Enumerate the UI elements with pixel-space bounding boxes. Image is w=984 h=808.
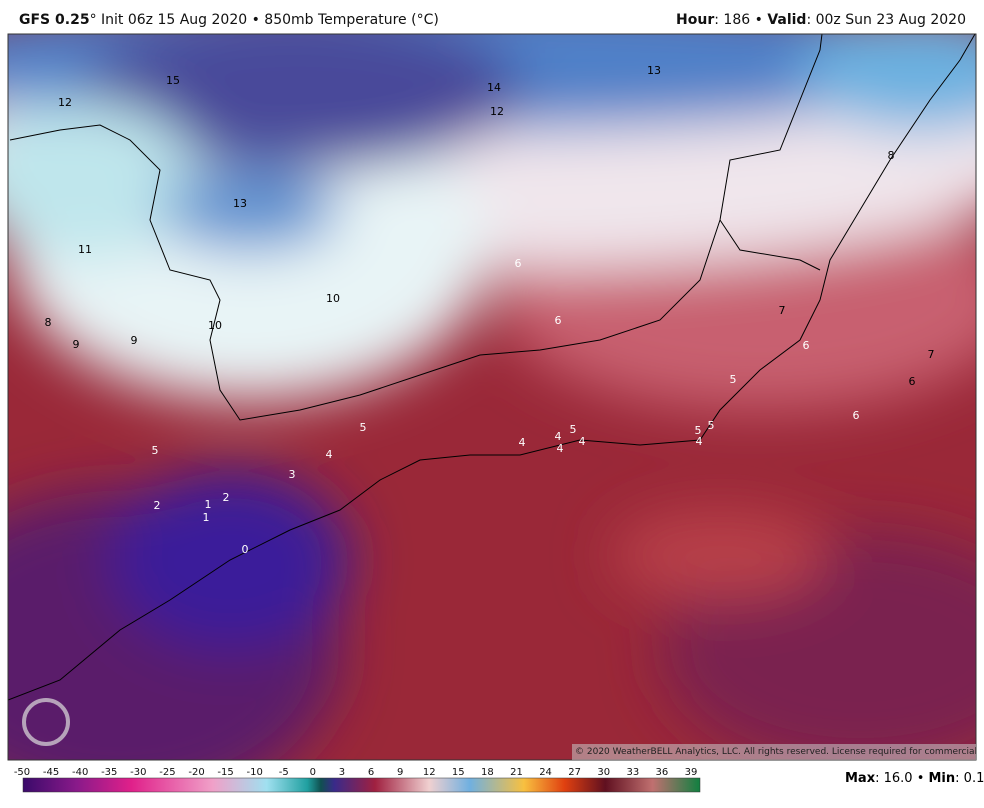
hour-label: Hour [676, 12, 715, 28]
copyright: © 2020 WeatherBELL Analytics, LLC. All r… [572, 744, 976, 760]
logo [22, 698, 70, 746]
colorbar-tick-label: -50 [14, 767, 30, 778]
colorbar-tick-label: 3 [339, 767, 345, 778]
hour-value: : 186 • [714, 12, 768, 28]
map-label: 11 [78, 243, 92, 256]
map-label: 1 [203, 511, 210, 524]
map-label: 7 [779, 304, 786, 317]
colorbar-tick-label: 9 [397, 767, 403, 778]
map-label: 5 [152, 444, 159, 457]
colorbar-tick-label: 18 [481, 767, 494, 778]
map-label: 4 [557, 442, 564, 455]
map-label: 7 [928, 348, 935, 361]
map-label: 9 [73, 338, 80, 351]
map-label: 12 [58, 96, 72, 109]
colorbar-tick-label: -15 [217, 767, 233, 778]
map-label: 2 [223, 491, 230, 504]
colorbar-tick-label: 39 [685, 767, 698, 778]
map-label: 4 [555, 430, 562, 443]
valid-label: Valid [767, 12, 807, 28]
colorbar-tick-label: 21 [510, 767, 523, 778]
min-value: : 0.1 [955, 771, 984, 786]
map-label: 13 [647, 64, 661, 77]
max-value: : 16.0 • [875, 771, 929, 786]
colorbar-tick-label: -30 [130, 767, 146, 778]
header-left: GFS 0.25° Init 06z 15 Aug 2020 • 850mb T… [19, 12, 439, 28]
map-label: 13 [233, 197, 247, 210]
colorbar-tick-label: 27 [568, 767, 581, 778]
colorbar-tick-label: 30 [597, 767, 610, 778]
map-label: 12 [490, 105, 504, 118]
map-label: 4 [696, 435, 703, 448]
colorbar-tick-label: -10 [247, 767, 263, 778]
colorbar-tick-label: 36 [656, 767, 669, 778]
header-right: Hour: 186 • Valid: 00z Sun 23 Aug 2020 [676, 12, 966, 28]
colorbar-tick-label: -25 [159, 767, 175, 778]
title: ° Init 06z 15 Aug 2020 • 850mb Temperatu… [89, 12, 439, 28]
max-label: Max [845, 771, 876, 786]
map-label: 6 [515, 257, 522, 270]
map-label: 14 [487, 81, 501, 94]
colorbar-tick-label: 33 [626, 767, 639, 778]
map-label: 8 [45, 316, 52, 329]
map-label: 6 [853, 409, 860, 422]
colorbar-tick-label: -40 [72, 767, 88, 778]
colorbar-tick-label: 0 [310, 767, 316, 778]
map-label: 5 [360, 421, 367, 434]
map-label: 5 [570, 423, 577, 436]
map-label: 5 [730, 373, 737, 386]
colorbar-tick-label: 24 [539, 767, 552, 778]
min-label: Min [928, 771, 956, 786]
footer: Max: 16.0 • Min: 0.1 [845, 771, 984, 786]
map-label: 5 [695, 424, 702, 437]
colorbar-tick-label: -20 [188, 767, 204, 778]
map-label: 3 [289, 468, 296, 481]
colorbar-tick-label: 6 [368, 767, 374, 778]
colorbar-tick-label: -35 [101, 767, 117, 778]
map-label: 4 [519, 436, 526, 449]
map-label: 10 [208, 319, 222, 332]
colorbar-tick-label: 12 [423, 767, 436, 778]
valid-value: : 00z Sun 23 Aug 2020 [806, 12, 966, 28]
map-label: 2 [154, 499, 161, 512]
coastline [8, 34, 976, 701]
map-label: 8 [888, 149, 895, 162]
map-label: 10 [326, 292, 340, 305]
map-label: 4 [579, 435, 586, 448]
map-label: 9 [131, 334, 138, 347]
colorbar [22, 777, 701, 793]
colorbar-tick-label: 15 [452, 767, 465, 778]
model: GFS 0.25 [19, 12, 90, 28]
map-label: 1 [205, 498, 212, 511]
colorbar-tick-label: -5 [279, 767, 289, 778]
map-label: 0 [242, 543, 249, 556]
map-label: 6 [555, 314, 562, 327]
map-label: 6 [803, 339, 810, 352]
map-label: 5 [708, 419, 715, 432]
colorbar-ticks: -50 -45 -40 -35 -30 -25 -20 -15 -10 -5 0 3 6 9 12 15 18 2… [14, 767, 698, 778]
map-label: 15 [166, 74, 180, 87]
map-label: 6 [909, 375, 916, 388]
map-frame [7, 33, 977, 761]
map-label: 4 [326, 448, 333, 461]
colorbar-tick-label: -45 [43, 767, 59, 778]
